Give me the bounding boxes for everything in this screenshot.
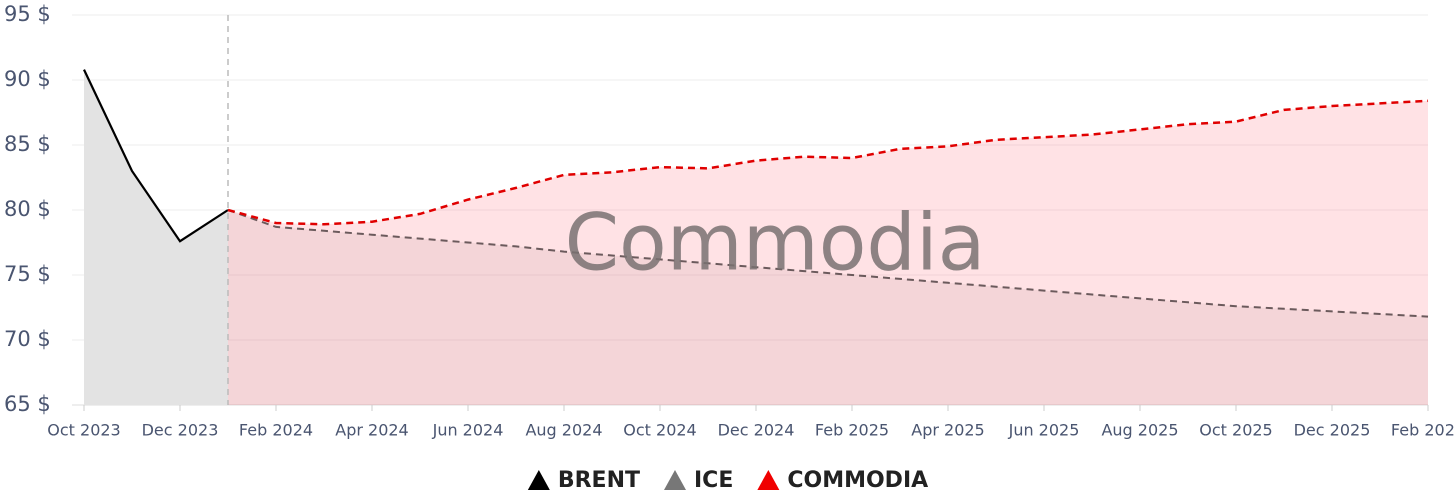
y-tick-label: 65 $: [4, 392, 51, 416]
area: [228, 100, 1428, 406]
y-tick-label: 90 $: [4, 67, 51, 91]
legend-swatch: [527, 470, 550, 490]
y-tick-label: 75 $: [4, 262, 51, 286]
y-tick-label: 85 $: [4, 132, 51, 156]
x-tick-label: Feb 2025: [815, 421, 889, 440]
x-tick-label: Aug 2024: [525, 421, 602, 440]
legend-label: BRENT: [558, 468, 640, 493]
x-tick-label: Oct 2025: [1199, 421, 1272, 440]
watermark: Commodia: [565, 198, 986, 288]
x-tick-label: Dec 2023: [142, 421, 219, 440]
series-line: [83, 69, 229, 243]
x-tick-label: Jun 2025: [1008, 421, 1080, 440]
x-tick-label: Oct 2023: [47, 421, 120, 440]
series-line: [227, 209, 1429, 318]
y-tick-label: 70 $: [4, 327, 51, 351]
x-tick-label: Apr 2025: [911, 421, 984, 440]
y-tick-label: 80 $: [4, 197, 51, 221]
y-tick-label: 95 $: [4, 2, 51, 26]
x-tick-label: Feb 2024: [239, 421, 313, 440]
x-tick-label: Dec 2025: [1294, 421, 1371, 440]
x-tick-label: Aug 2025: [1101, 421, 1178, 440]
legend-swatch: [757, 470, 780, 490]
area: [228, 210, 1428, 405]
x-tick-label: Feb 2026: [1391, 421, 1456, 440]
legend-label: COMMODIA: [787, 468, 928, 493]
x-tick-label: Jun 2024: [432, 421, 504, 440]
x-tick-label: Dec 2024: [718, 421, 795, 440]
series-line: [227, 99, 1429, 226]
x-tick-label: Apr 2024: [335, 421, 408, 440]
x-tick-label: Oct 2024: [623, 421, 696, 440]
area: [84, 69, 228, 405]
legend: BRENT ICE COMMODIA: [527, 468, 928, 493]
legend-swatch: [663, 470, 686, 490]
legend-label: ICE: [694, 468, 733, 493]
